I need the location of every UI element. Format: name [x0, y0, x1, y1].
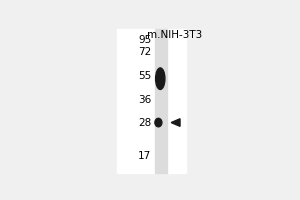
Polygon shape [171, 119, 180, 126]
Text: 95: 95 [138, 35, 152, 45]
Bar [117, 29, 186, 173]
Text: 72: 72 [138, 47, 152, 57]
Ellipse shape [155, 118, 162, 127]
Bar [155, 29, 167, 173]
Text: 17: 17 [138, 151, 152, 161]
Text: 55: 55 [138, 71, 152, 81]
Text: 36: 36 [138, 95, 152, 105]
Text: m.NIH-3T3: m.NIH-3T3 [147, 30, 202, 40]
Ellipse shape [156, 68, 165, 89]
Text: 28: 28 [138, 118, 152, 128]
